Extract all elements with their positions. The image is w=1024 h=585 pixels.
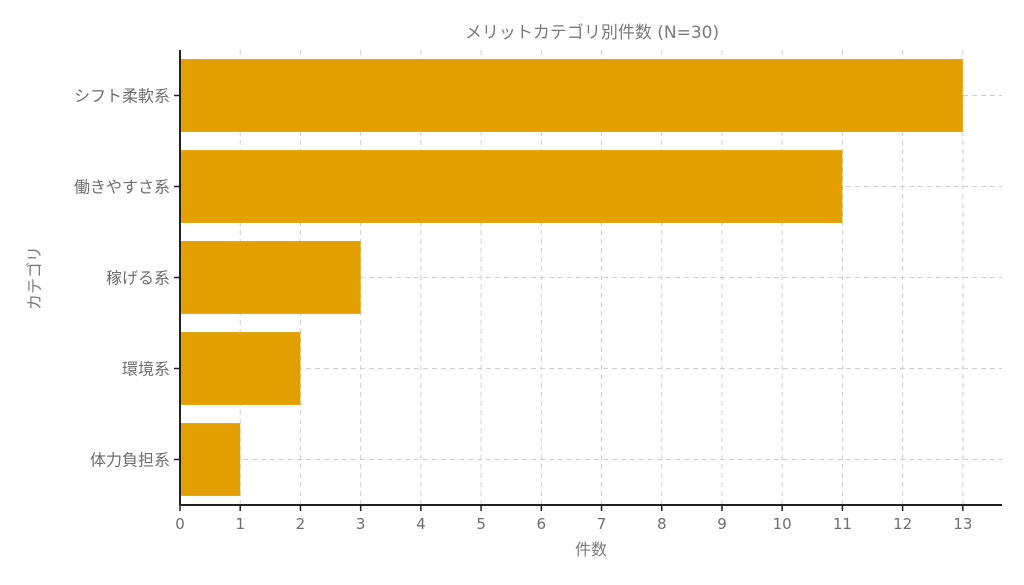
x-axis-label: 件数 [575, 540, 607, 559]
x-tick-label: 2 [296, 515, 306, 533]
x-tick-label: 4 [416, 515, 426, 533]
x-tick-label: 3 [356, 515, 366, 533]
y-tick-label: 働きやすさ系 [74, 178, 170, 197]
chart-title: メリットカテゴリ別件数 (N=30) [465, 22, 719, 43]
x-tick-label: 12 [893, 515, 912, 533]
bar [180, 150, 843, 223]
y-tick-label: 稼げる系 [106, 269, 170, 288]
bar [180, 423, 241, 496]
x-tick-label: 1 [235, 515, 245, 533]
x-tick-label: 0 [175, 515, 185, 533]
y-tick-label: シフト柔軟系 [74, 87, 170, 106]
bar [180, 59, 963, 132]
x-tick-label: 5 [476, 515, 486, 533]
y-tick-label: 環境系 [122, 360, 170, 379]
x-tick-label: 6 [537, 515, 547, 533]
x-tick-label: 13 [953, 515, 972, 533]
bars [180, 59, 963, 496]
y-tick-label: 体力負担系 [90, 451, 170, 470]
x-tick-label: 7 [597, 515, 607, 533]
y-axis-label: カテゴリ [25, 246, 44, 310]
x-tick-label: 9 [717, 515, 727, 533]
x-ticks: 0 1 2 3 4 5 6 7 8 9 10 11 12 13 [175, 505, 972, 533]
x-tick-label: 8 [657, 515, 667, 533]
x-tick-label: 11 [833, 515, 852, 533]
bar [180, 241, 361, 314]
x-tick-label: 10 [773, 515, 792, 533]
bar [180, 332, 301, 405]
